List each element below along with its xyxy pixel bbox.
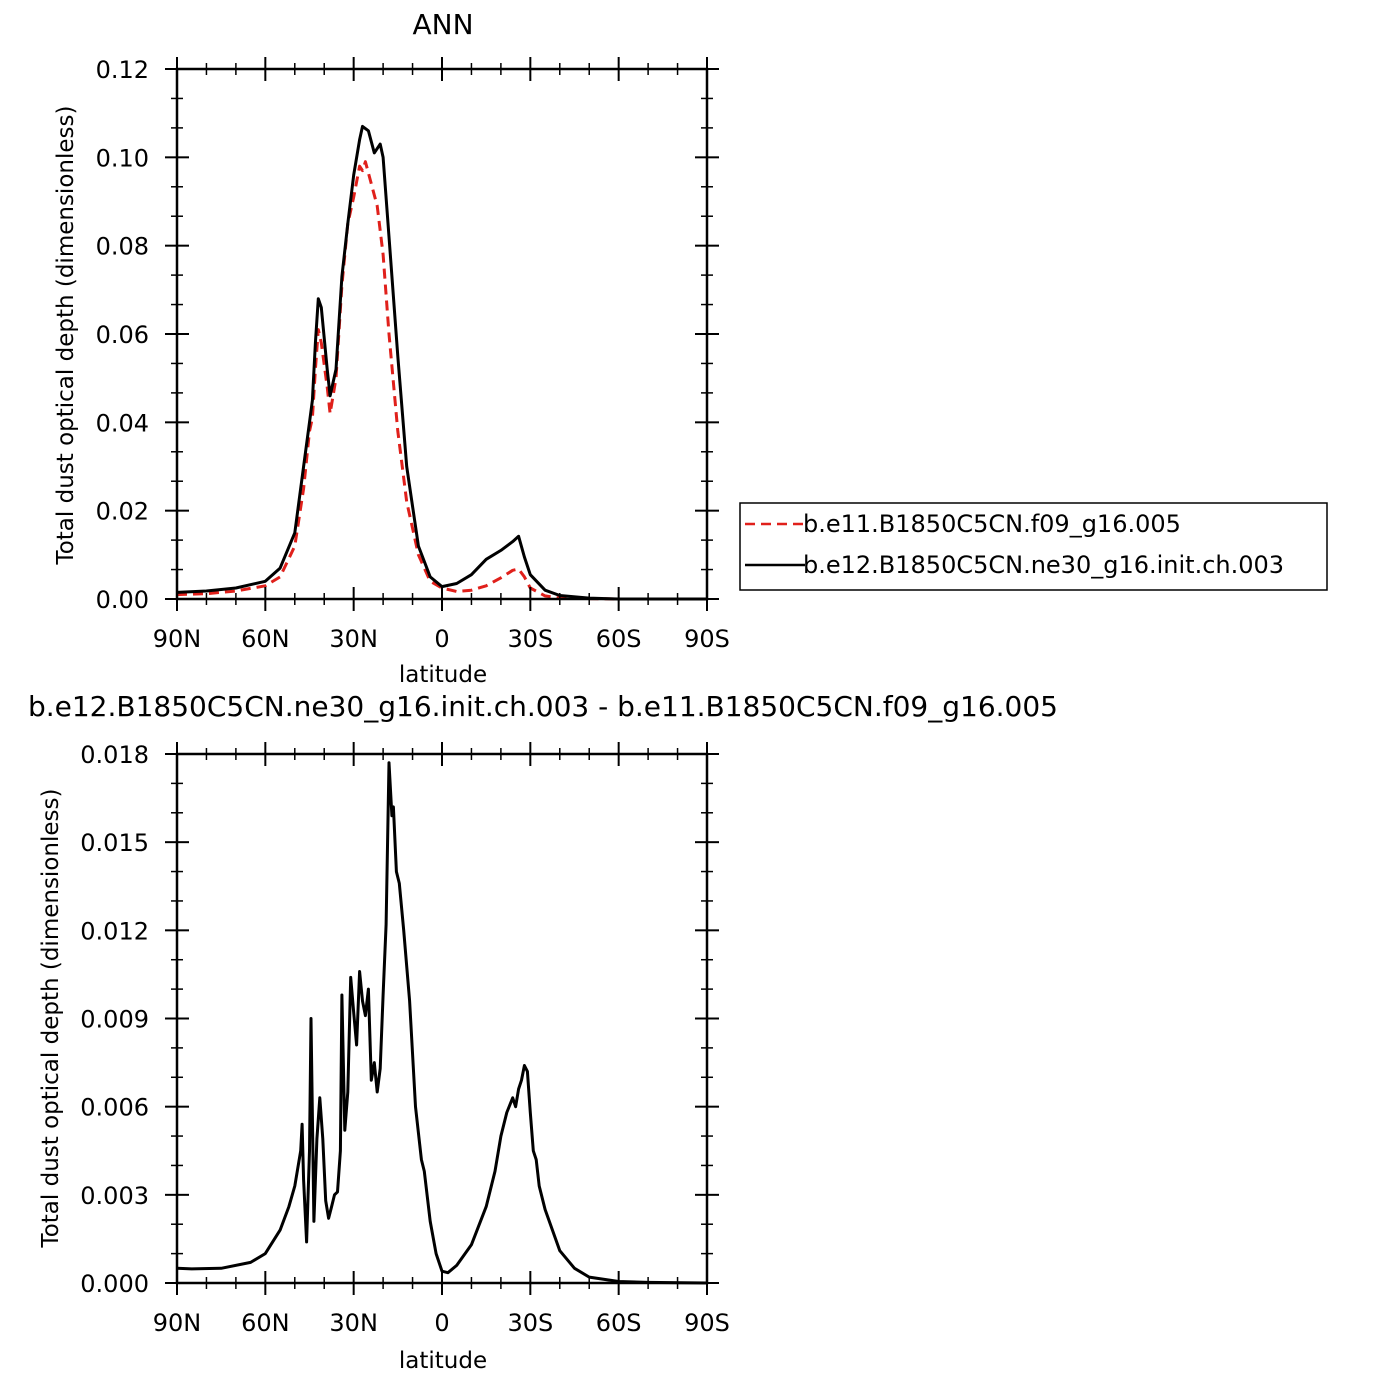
series-line-bottom-0 <box>176 761 708 1285</box>
y-tick-label: 0.006 <box>80 1094 149 1122</box>
y-tick-label: 0.12 <box>96 56 149 84</box>
bottom-y-axis-label: Total dust optical depth (dimensionless) <box>38 789 64 1249</box>
bottom-plot-title: b.e12.B1850C5CN.ne30_g16.init.ch.003 - b… <box>28 690 1058 723</box>
bottom-axes: 90N 60N 30N 0 30S 60S 90S 0.000 0.003 0.006 0.009 0… <box>80 741 730 1337</box>
plot-frame <box>175 67 709 601</box>
top-plot-title: ANN <box>412 8 473 41</box>
x-tick-label: 60S <box>596 625 642 653</box>
legend-box <box>739 502 1328 591</box>
x-tick-label: 0 <box>434 1309 449 1337</box>
top-plot: ANN 90N 60N 30N 0 30S 60S 90S 0.00 0.02 0.04 0.06 0… <box>53 8 730 688</box>
plot-frame <box>175 752 709 1285</box>
x-tick-label: 0 <box>434 625 449 653</box>
x-tick-label: 30S <box>507 625 553 653</box>
y-tick-label: 0.000 <box>80 1270 149 1298</box>
bottom-plot: b.e12.B1850C5CN.ne30_g16.init.ch.003 - b… <box>28 690 1058 1374</box>
y-tick-label: 0.04 <box>96 409 149 437</box>
y-tick-label: 0.00 <box>96 586 149 614</box>
bottom-x-axis-label: latitude <box>399 1348 487 1374</box>
x-tick-label: 30N <box>329 625 378 653</box>
y-tick-label: 0.10 <box>96 144 149 172</box>
x-tick-label: 60N <box>241 1309 290 1337</box>
bottom-series-group <box>176 761 708 1285</box>
y-tick-label: 0.009 <box>80 1006 149 1034</box>
series-line-top-0 <box>176 160 707 601</box>
y-tick-label: 0.003 <box>80 1182 149 1210</box>
top-y-axis-label: Total dust optical depth (dimensionless) <box>53 106 79 566</box>
x-tick-label: 90S <box>684 1309 730 1337</box>
y-tick-label: 0.02 <box>96 498 149 526</box>
top-series-group <box>176 124 707 601</box>
x-tick-label: 30S <box>507 1309 553 1337</box>
y-tick-label: 0.06 <box>96 321 149 349</box>
series-line-top-1 <box>176 124 707 601</box>
y-tick-label: 0.018 <box>80 741 149 769</box>
top-axes: 90N 60N 30N 0 30S 60S 90S 0.00 0.02 0.04 0.06 0.08 0… <box>96 56 730 653</box>
legend-label-e12: b.e12.B1850C5CN.ne30_g16.init.ch.003 <box>803 551 1284 579</box>
x-tick-label: 60N <box>241 625 290 653</box>
legend-label-e11: b.e11.B1850C5CN.f09_g16.005 <box>803 510 1181 538</box>
y-tick-label: 0.08 <box>96 233 149 261</box>
x-tick-label: 90N <box>153 1309 202 1337</box>
y-tick-label: 0.012 <box>80 917 149 945</box>
x-tick-label: 60S <box>596 1309 642 1337</box>
legend: b.e11.B1850C5CN.f09_g16.005 b.e12.B1850C… <box>739 502 1328 591</box>
top-x-axis-label: latitude <box>399 662 487 688</box>
x-tick-label: 90S <box>684 625 730 653</box>
x-tick-label: 90N <box>153 625 202 653</box>
x-tick-label: 30N <box>329 1309 378 1337</box>
y-tick-label: 0.015 <box>80 829 149 857</box>
